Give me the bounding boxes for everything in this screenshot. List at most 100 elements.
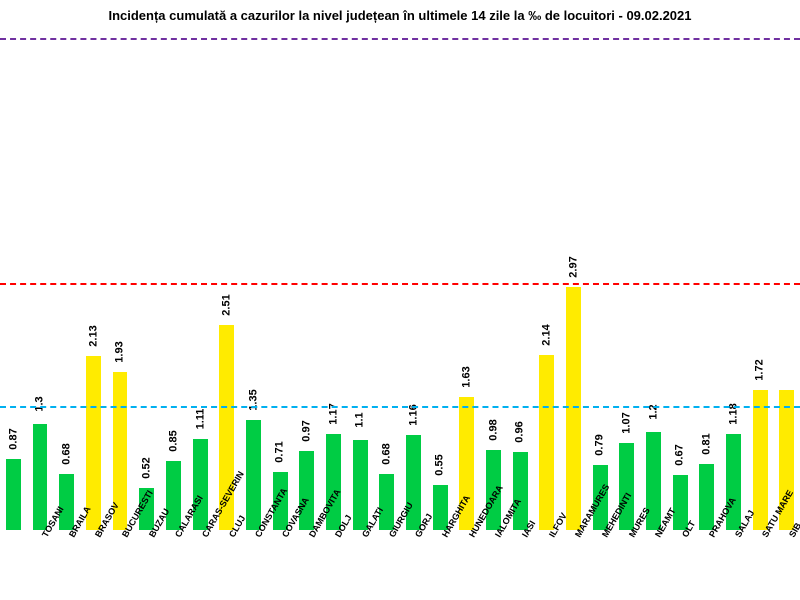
bar-column: 2.14: [533, 40, 560, 530]
bar-value-label: 0.98: [487, 419, 499, 440]
threshold-line: [0, 38, 800, 40]
x-label-column: [0, 530, 27, 600]
bar-column: 1.93: [107, 40, 134, 530]
plot-area: 0.871.30.682.131.930.520.851.112.511.350…: [0, 40, 800, 530]
x-label-column: MARAMURES: [560, 530, 587, 600]
bar-column: 1.63: [453, 40, 480, 530]
bar-value-label: 0.81: [701, 433, 713, 454]
x-label-column: GIURGIU: [373, 530, 400, 600]
x-label-column: CARAS-SEVERIN: [187, 530, 214, 600]
bar-value-label: 1.93: [114, 342, 126, 363]
bar-rect: [513, 452, 528, 530]
bar-rect: [539, 355, 554, 530]
bar-value-label: 1.63: [461, 366, 473, 387]
bar-column: 0.55: [427, 40, 454, 530]
x-label-column: CONSTANTA: [240, 530, 267, 600]
bar-column: 0.81: [693, 40, 720, 530]
bar-rect: [33, 424, 48, 530]
bar-rect: [353, 440, 368, 530]
bar-column: 1.72: [747, 40, 774, 530]
bar-value-label: 0.68: [381, 444, 393, 465]
bar-column: 0.68: [53, 40, 80, 530]
bar-rect: [299, 451, 314, 530]
bar-rect: [699, 464, 714, 530]
bar-column: 1.2: [640, 40, 667, 530]
x-label-column: OLT: [667, 530, 694, 600]
bar-column: 0.87: [0, 40, 27, 530]
bar-value-label: 0.79: [594, 435, 606, 456]
x-label-column: DAMBOVITA: [293, 530, 320, 600]
bar-column: 0.67: [667, 40, 694, 530]
x-label-column: CLUJ: [213, 530, 240, 600]
x-label-column: SATU MARE: [747, 530, 774, 600]
bar-column: 0.79: [587, 40, 614, 530]
x-label-column: SALAJ: [720, 530, 747, 600]
x-label-column: PRAHOVA: [693, 530, 720, 600]
bar-rect: [619, 443, 634, 530]
bar-rect: [753, 390, 768, 530]
x-label-column: TOSANI: [27, 530, 54, 600]
x-label-column: NEAMT: [640, 530, 667, 600]
bar-column: 2.97: [560, 40, 587, 530]
bar-rect: [166, 461, 181, 530]
bar-column: 1.18: [720, 40, 747, 530]
x-label-column: ILFOV: [533, 530, 560, 600]
bar-value-label: 0.71: [274, 441, 286, 462]
x-label-column: CALARASI: [160, 530, 187, 600]
bar-value-label: 0.85: [167, 430, 179, 451]
bars-container: 0.871.30.682.131.930.520.851.112.511.350…: [0, 40, 800, 530]
bar-value-label: 1.72: [754, 359, 766, 380]
bar-value-label: 0.68: [61, 444, 73, 465]
threshold-line: [0, 406, 800, 408]
threshold-line: [0, 283, 800, 285]
bar-value-label: 0.55: [434, 454, 446, 475]
bar-column: 0.98: [480, 40, 507, 530]
bar-value-label: 1.16: [407, 405, 419, 426]
x-label-column: HARGHITA: [427, 530, 454, 600]
bar-column: 1.11: [187, 40, 214, 530]
bar-column: [773, 40, 800, 530]
bar-column: 2.13: [80, 40, 107, 530]
x-label-column: MEHEDINTI: [587, 530, 614, 600]
bar-column: 2.51: [213, 40, 240, 530]
x-label-column: DOLJ: [320, 530, 347, 600]
bar-column: 1.07: [613, 40, 640, 530]
bar-column: 0.68: [373, 40, 400, 530]
bar-rect: [193, 439, 208, 530]
bar-value-label: 0.87: [7, 428, 19, 449]
x-label-column: BUCURESTI: [107, 530, 134, 600]
bar-column: 1.1: [347, 40, 374, 530]
x-label-column: IALOMITA: [480, 530, 507, 600]
bar-value-label: 0.97: [301, 420, 313, 441]
bar-value-label: 0.67: [674, 445, 686, 466]
bar-rect: [673, 475, 688, 530]
chart-title: Incidența cumulată a cazurilor la nivel …: [0, 8, 800, 23]
bar-value-label: 1.07: [621, 412, 633, 433]
bar-rect: [6, 459, 21, 530]
bar-value-label: 2.14: [541, 325, 553, 346]
bar-column: 0.52: [133, 40, 160, 530]
bar-rect: [86, 356, 101, 530]
x-label-column: GALATI: [347, 530, 374, 600]
x-label-column: IASI: [507, 530, 534, 600]
bar-value-label: 2.51: [221, 294, 233, 315]
bar-rect: [246, 420, 261, 530]
incidence-bar-chart: Incidența cumulată a cazurilor la nivel …: [0, 0, 800, 600]
bar-value-label: 1.1: [354, 413, 366, 428]
bar-rect: [379, 474, 394, 530]
bar-value-label: 1.11: [194, 409, 206, 430]
bar-column: 0.85: [160, 40, 187, 530]
bar-rect: [59, 474, 74, 530]
bar-column: 0.96: [507, 40, 534, 530]
x-axis-labels: TOSANIBRAILABRASOVBUCURESTIBUZAUCALARASI…: [0, 530, 800, 600]
x-label-column: SIB: [773, 530, 800, 600]
x-label-column: BRAILA: [53, 530, 80, 600]
x-label-column: GORJ: [400, 530, 427, 600]
bar-value-label: 1.3: [34, 396, 46, 411]
bar-value-label: 0.52: [141, 457, 153, 478]
x-label-column: BRASOV: [80, 530, 107, 600]
bar-column: 1.16: [400, 40, 427, 530]
x-label-column: BUZAU: [133, 530, 160, 600]
x-label-column: COVASNA: [267, 530, 294, 600]
bar-value-label: 2.97: [567, 257, 579, 278]
